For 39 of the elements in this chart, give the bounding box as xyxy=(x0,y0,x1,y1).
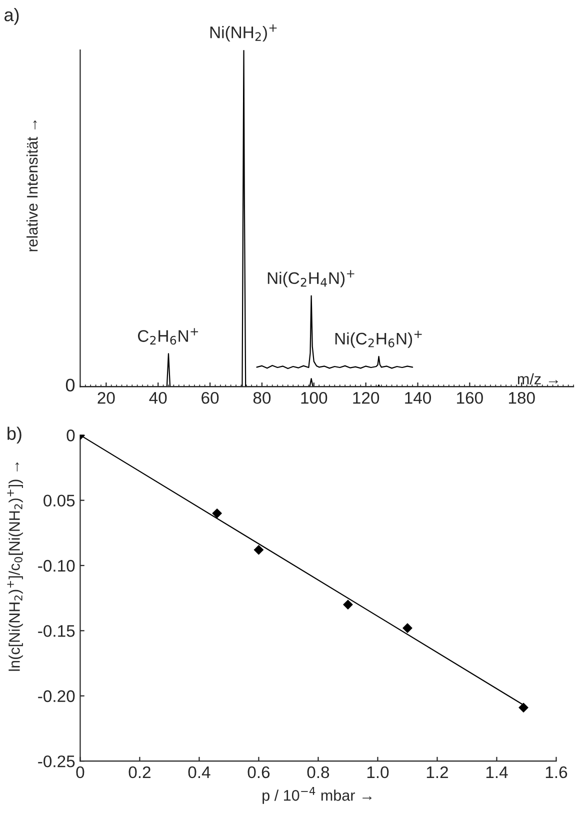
x-tick-label: 1.6 xyxy=(546,766,568,778)
y-tick-label: -0.25 xyxy=(38,755,75,768)
annotation: Ni(C$_{2}$H$_{4}$N)$^{+}$ xyxy=(268,270,354,288)
x-tick-label: 1.2 xyxy=(426,766,448,778)
x-tick-label: 20 xyxy=(98,392,115,404)
y-tick-label: 0 xyxy=(66,430,75,442)
text: b) xyxy=(8,426,22,444)
x-tick-label: 0 xyxy=(76,766,84,778)
x-tick-label: 0.8 xyxy=(307,766,330,778)
x-tick-label: 1.4 xyxy=(486,766,508,778)
x-tick-label: 160 xyxy=(457,392,483,404)
x-axis-title: p / 10$^{−4}$ mbar → xyxy=(262,787,372,804)
y-axis-title: relative Intensität → xyxy=(26,120,38,252)
text: ln(c[Ni(NH$_{2}$)$^{+}$]/c$_{0}$[Ni(NH$_{2}$)$^{+}$]) → xyxy=(7,462,23,671)
x-tick-label: 140 xyxy=(405,392,431,404)
y-tick-label: 0.05 xyxy=(44,494,75,507)
x-tick-label: 120 xyxy=(353,392,380,404)
x-tick-label: 0.2 xyxy=(128,766,150,778)
point xyxy=(402,623,412,633)
x-tick-label: 40 xyxy=(149,392,167,404)
x-tick-label: 80 xyxy=(253,392,271,404)
annotation: Ni(C$_{2}$H$_{6}$N)$^{+}$ xyxy=(335,330,422,348)
annotation: C$_{2}$H$_{6}$N$^{+}$ xyxy=(138,328,198,345)
x-tick-label: 0.6 xyxy=(248,766,270,778)
x-tick-label: 60 xyxy=(202,392,219,404)
annotation: Ni(NH$_{2}$)$^{+}$ xyxy=(210,24,277,42)
y-tick-label: -0.15 xyxy=(38,625,75,637)
point xyxy=(212,508,222,518)
x-tick-label: 1.0 xyxy=(367,766,389,778)
x-tick-label: 0.4 xyxy=(188,766,210,778)
y-tick-label: -0.10 xyxy=(38,560,75,572)
x-axis-title: m/z → xyxy=(518,373,558,384)
x-tick-label: 180 xyxy=(508,392,535,404)
point xyxy=(518,702,528,712)
point xyxy=(343,600,353,610)
text: a) xyxy=(4,8,19,25)
y-tick-label: -0.20 xyxy=(38,690,75,702)
x-tick-label: 100 xyxy=(301,392,328,404)
point xyxy=(254,544,264,555)
